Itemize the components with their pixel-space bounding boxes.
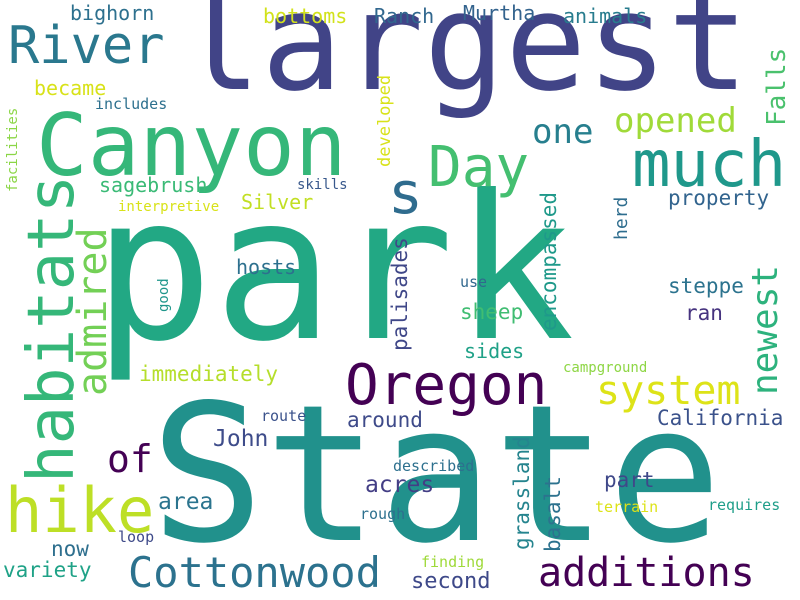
word-john: John (213, 426, 269, 452)
word-interpretive: interpretive (118, 199, 220, 215)
word-sheep: sheep (460, 300, 524, 324)
word-silver: Silver (241, 190, 314, 214)
word-murtha: Murtha (463, 1, 536, 25)
word-area: area (158, 489, 214, 515)
word-ran: ran (685, 301, 723, 325)
word-canyon: Canyon (36, 96, 347, 196)
word-falls: Falls (762, 47, 792, 126)
word-ranch: Ranch (374, 4, 435, 28)
word-hike: hike (5, 474, 155, 547)
word-additions: additions (538, 550, 755, 596)
word-around: around (347, 408, 423, 432)
word-property: property (668, 186, 770, 210)
word-acres: acres (365, 472, 435, 498)
word-finding: finding (421, 553, 485, 571)
word-campground: campground (563, 360, 648, 376)
word-route: route (261, 407, 307, 425)
word-california: California (657, 406, 784, 430)
word-use: use (460, 273, 488, 291)
word-second: second (411, 569, 491, 594)
word-park: park (93, 153, 575, 386)
word-described: described (393, 457, 475, 475)
word-steppe: steppe (668, 274, 744, 298)
word-part: part (604, 468, 655, 492)
word-rough: rough (360, 505, 406, 523)
word-one: one (532, 112, 594, 152)
word-variety: variety (3, 558, 92, 582)
word-hosts: hosts (236, 255, 297, 279)
word-grassland: grassland (510, 436, 534, 550)
word-sides: sides (464, 339, 525, 363)
word-oregon: Oregon (345, 353, 548, 418)
word-cottonwood: Cottonwood (128, 548, 381, 597)
word-includes: includes (95, 95, 168, 113)
word-encompassed: encompassed (537, 191, 561, 331)
word-loop: loop (118, 528, 155, 546)
word-good: good (156, 278, 172, 312)
word-of: of (107, 437, 153, 481)
word-newest: newest (745, 264, 786, 395)
word-palisades: palisades (388, 237, 412, 351)
word-day: Day (428, 135, 530, 200)
word-opened: opened (614, 101, 737, 141)
word-river: River (8, 16, 165, 76)
word-system: system (596, 368, 741, 414)
word-immediately: immediately (139, 362, 279, 386)
word-now: now (51, 537, 89, 561)
word-bighorn: bighorn (70, 1, 155, 25)
word-state: State (150, 364, 722, 585)
word-terrain: terrain (595, 498, 659, 516)
word-animals: animals (563, 4, 648, 28)
word-developed: developed (375, 74, 395, 167)
word-largest: largest (180, 0, 749, 121)
word-s: s (388, 159, 423, 227)
word-much: much (632, 128, 787, 202)
word-skills: skills (297, 177, 348, 193)
word-sagebrush: sagebrush (99, 173, 208, 197)
word-herd: herd (611, 196, 632, 240)
word-bottoms: bottoms (263, 4, 348, 28)
word-admired: admired (70, 227, 116, 396)
word-became: became (34, 76, 107, 100)
word-requires: requires (708, 496, 781, 514)
word-facilities: facilities (5, 107, 21, 192)
word-basalt: basalt (541, 476, 565, 552)
